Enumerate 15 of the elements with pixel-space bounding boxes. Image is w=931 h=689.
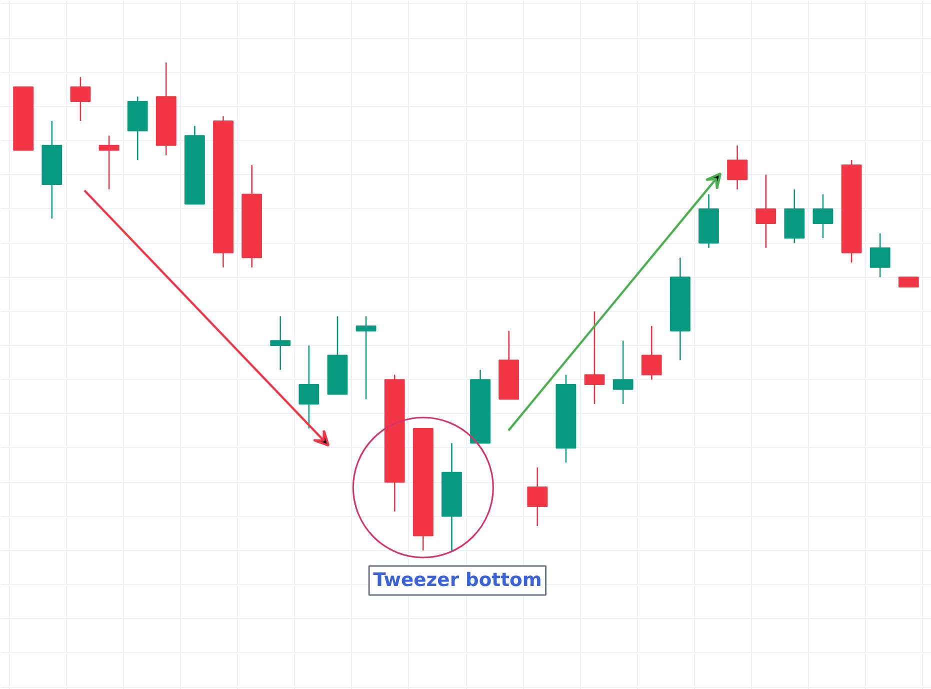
candlestick [727, 144, 748, 190]
candlestick [527, 466, 548, 527]
candlestick [584, 310, 605, 405]
candlestick [98, 135, 120, 190]
candlestick [70, 76, 91, 122]
candlestick [898, 276, 919, 288]
candlestick [870, 232, 890, 278]
candlestick [270, 316, 291, 371]
text: Tweezer bottom [373, 570, 542, 591]
candlestick [812, 194, 834, 239]
candlestick [298, 344, 320, 430]
candlestick [356, 316, 376, 400]
candlestick [641, 325, 662, 380]
candlestick [612, 340, 634, 405]
candlestick [756, 174, 776, 249]
